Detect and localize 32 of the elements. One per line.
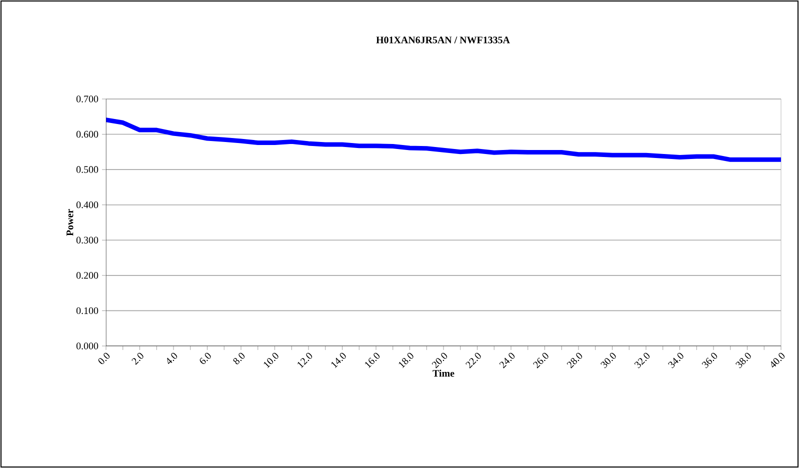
y-tick-label: 0.600	[76, 130, 98, 138]
x-tick-label: 22.0	[466, 352, 481, 368]
x-tick-label: 30.0	[600, 352, 616, 368]
x-tick-label: 20.0	[432, 352, 448, 368]
x-tick-label: 6.0	[200, 352, 211, 364]
x-tick-label: 14.0	[331, 352, 346, 368]
y-tick-label: 0.000	[76, 342, 98, 350]
x-tick-label: 26.0	[533, 352, 548, 368]
y-tick-label: 0.200	[76, 272, 98, 279]
x-tick-label: 0.0	[98, 352, 110, 364]
x-tick-label: 24.0	[499, 352, 515, 368]
x-tick-label: 38.0	[736, 352, 751, 368]
x-tick-label: 40.0	[771, 352, 785, 368]
x-tick-label: 8.0	[233, 352, 245, 364]
x-tick-label: 18.0	[398, 352, 414, 368]
x-tick-label: 36.0	[702, 352, 718, 368]
x-tick-label: 28.0	[566, 352, 582, 368]
x-tick-label: 32.0	[634, 352, 650, 368]
x-tick-label: 4.0	[167, 352, 178, 364]
x-tick-label: 10.0	[264, 352, 278, 368]
chart-title: H01XAN6JR5AN / NWF1335A	[376, 36, 510, 44]
y-tick-label: 0.500	[76, 166, 98, 173]
x-tick-label: 12.0	[298, 352, 312, 368]
x-tick-label: 34.0	[668, 352, 684, 368]
x-tick-label: 2.0	[132, 352, 144, 365]
y-tick-label: 0.100	[76, 307, 98, 314]
y-tick-label: 0.700	[76, 96, 98, 102]
x-tick-label: 16.0	[365, 352, 380, 368]
y-axis-title: Power	[66, 209, 74, 236]
x-axis-title: Time	[432, 370, 454, 377]
y-tick-label: 0.400	[76, 201, 98, 208]
y-tick-label: 0.300	[76, 236, 98, 244]
